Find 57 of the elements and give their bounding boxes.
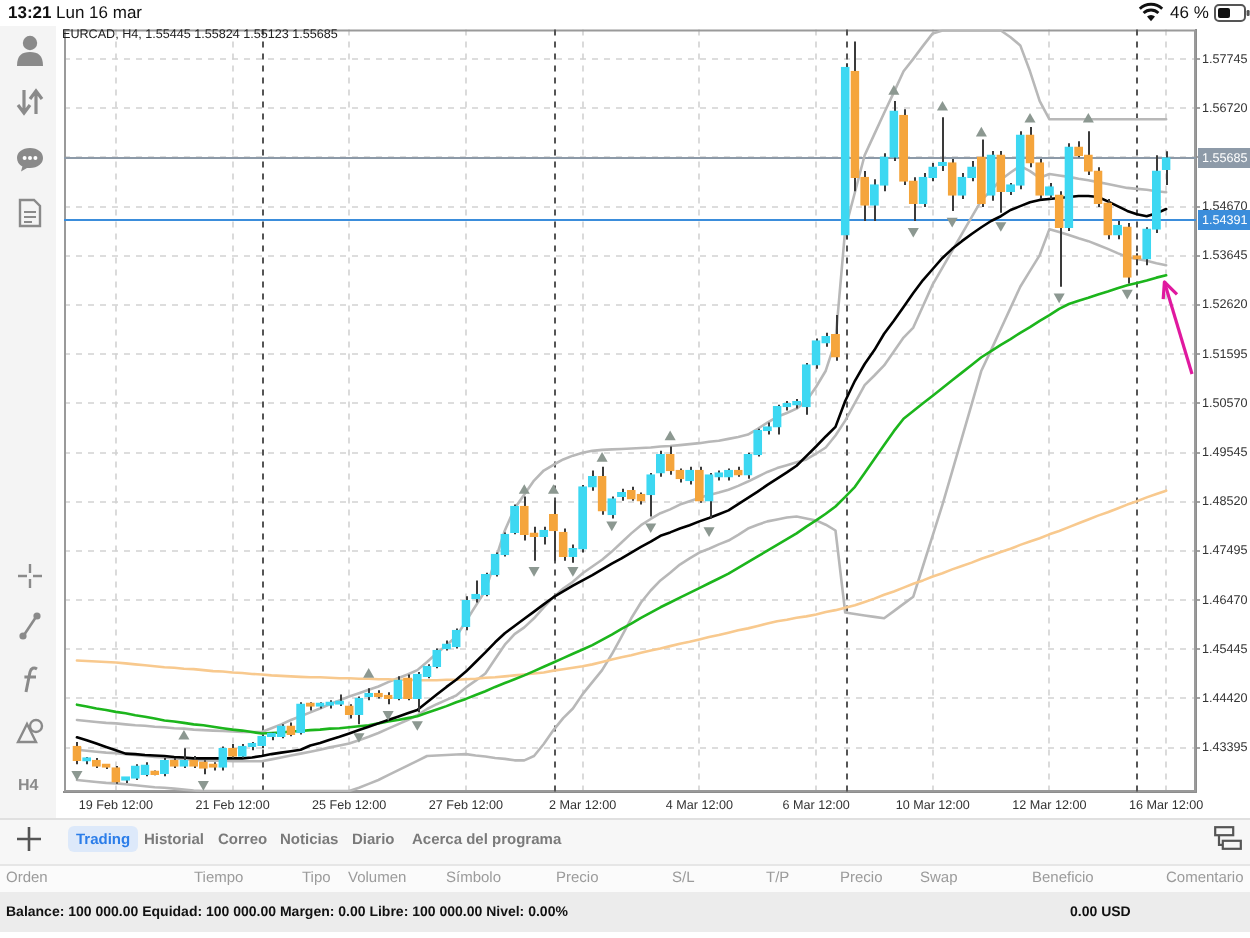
candlestick <box>811 337 821 370</box>
point <box>907 227 919 238</box>
candlestick <box>889 100 899 163</box>
point <box>363 668 375 678</box>
point <box>703 527 715 537</box>
candlestick <box>597 465 607 516</box>
point <box>645 523 657 534</box>
candlestick <box>1035 158 1045 200</box>
candlestick <box>461 595 471 632</box>
candlestick <box>451 627 461 650</box>
candlestick <box>587 469 597 492</box>
text: 46 % <box>1170 1 1209 21</box>
point <box>946 217 958 228</box>
point <box>936 100 949 111</box>
candlestick <box>218 745 228 772</box>
candlestick <box>179 747 189 770</box>
point <box>382 711 394 721</box>
candlestick <box>510 503 520 536</box>
point <box>1053 293 1065 304</box>
point <box>596 452 608 462</box>
candlestick <box>296 701 306 736</box>
candlestick <box>393 675 403 702</box>
candlestick <box>996 149 1006 214</box>
text: 13:21 <box>8 1 52 21</box>
point <box>995 222 1007 232</box>
point <box>411 721 423 731</box>
candlestick <box>694 465 704 504</box>
point <box>606 521 618 532</box>
candlestick <box>1161 150 1171 186</box>
candlestick <box>831 314 840 362</box>
text: Lun 16 mar <box>56 1 142 21</box>
candlestick <box>801 362 811 416</box>
point <box>888 85 900 95</box>
candlestick <box>1083 130 1093 176</box>
point <box>975 126 987 137</box>
point <box>664 430 676 441</box>
text: H4 <box>18 776 39 794</box>
candlestick <box>1142 226 1152 267</box>
candlestick <box>947 158 957 212</box>
candlestick <box>646 471 656 518</box>
candlestick <box>869 178 879 223</box>
point <box>71 771 83 781</box>
point <box>1082 112 1094 123</box>
candlestick <box>1113 220 1122 241</box>
point <box>518 484 530 494</box>
candlestick <box>72 741 82 766</box>
candlestick <box>976 138 986 209</box>
candlestick <box>403 673 413 702</box>
point <box>567 567 579 577</box>
point <box>547 484 560 494</box>
point <box>528 567 540 577</box>
candlestick <box>655 449 665 478</box>
point <box>1121 289 1133 300</box>
candlestick <box>879 152 889 193</box>
candlestick <box>1054 190 1064 288</box>
point <box>353 733 365 743</box>
point <box>197 781 209 791</box>
